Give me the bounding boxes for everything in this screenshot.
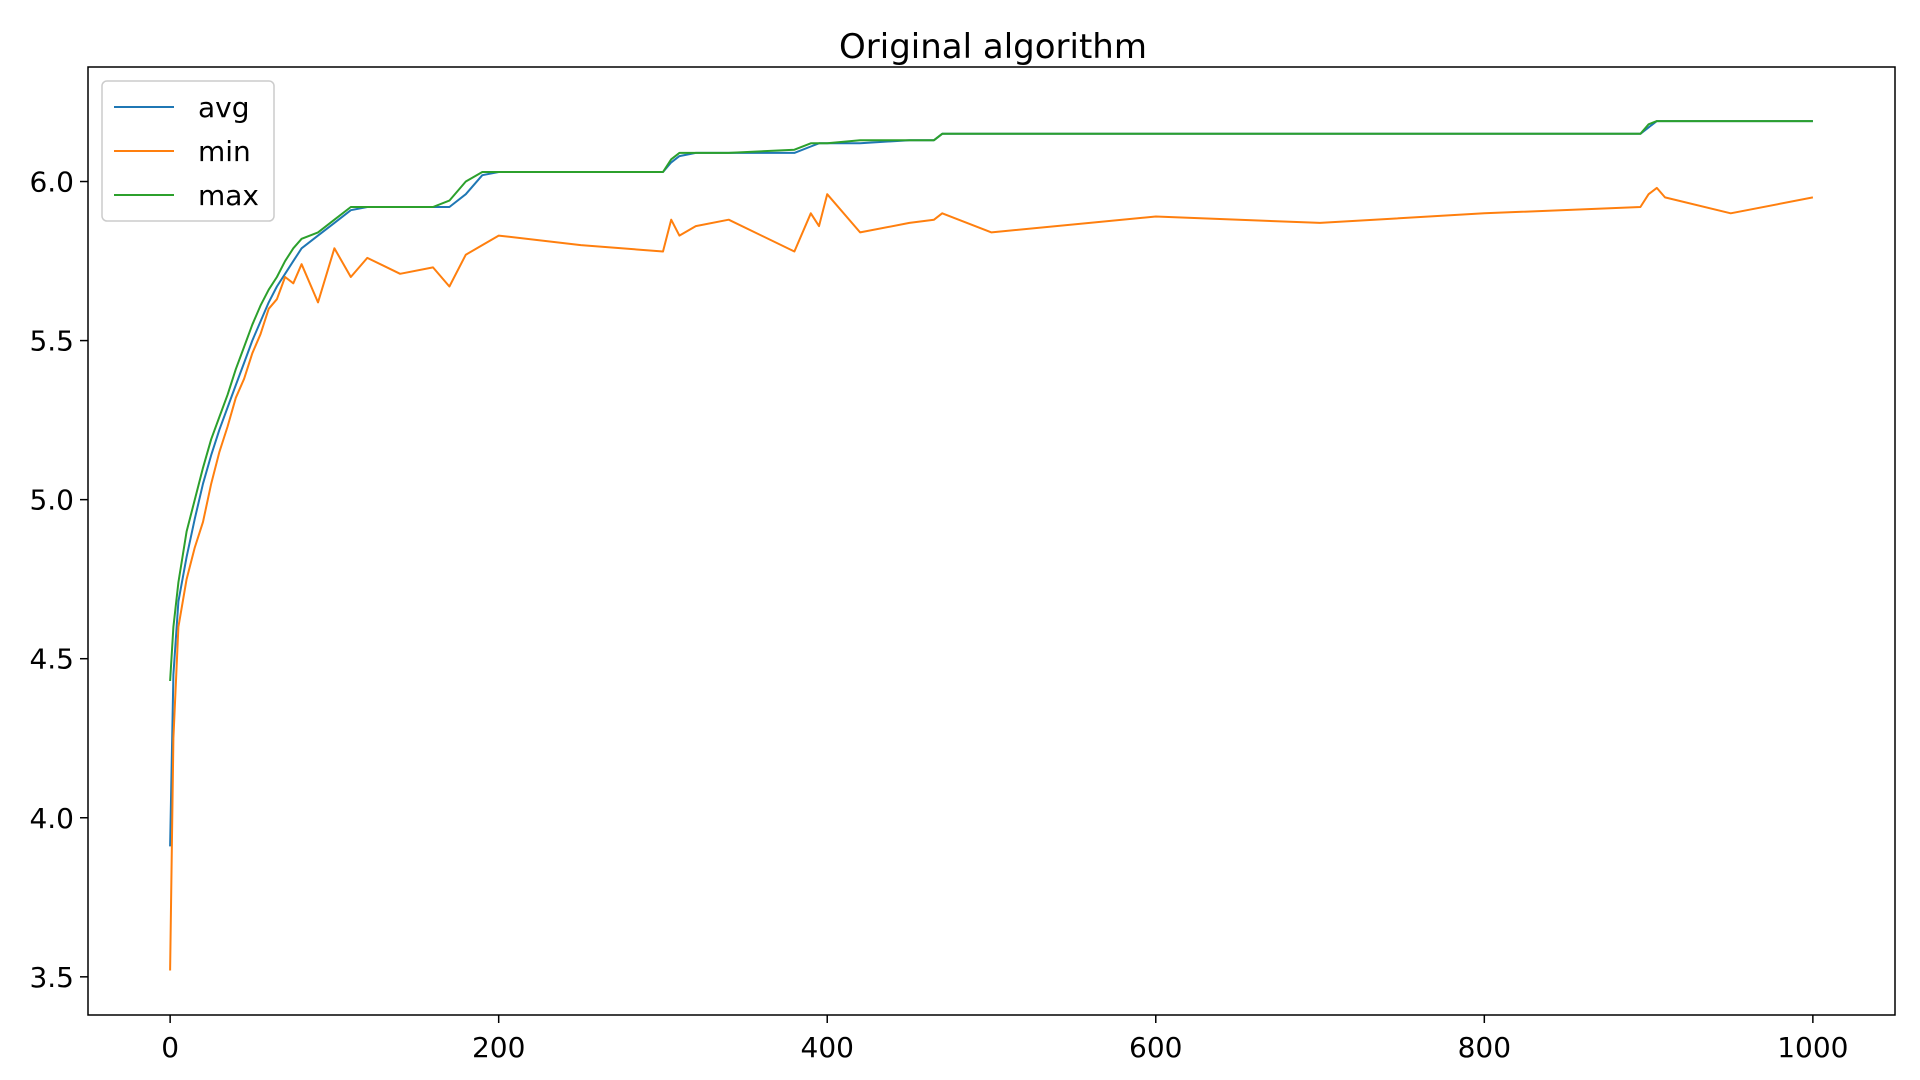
x-axis: 0 200 400 600 800 1000 (161, 1015, 1848, 1064)
x-tick-label: 200 (472, 1031, 525, 1064)
chart-title: Original algorithm (839, 27, 1147, 67)
x-tick-label: 800 (1458, 1031, 1511, 1064)
legend-label-min: min (198, 135, 251, 168)
legend-label-max: max (198, 179, 259, 212)
y-tick-label: 6.0 (29, 166, 74, 199)
x-tick-label: 0 (161, 1031, 179, 1064)
x-tick-label: 400 (801, 1031, 854, 1064)
y-tick-label: 4.0 (29, 802, 74, 835)
x-tick-label: 1000 (1777, 1031, 1848, 1064)
series-line-avg (169, 120, 1813, 847)
x-tick-label: 600 (1129, 1031, 1182, 1064)
plot-frame (87, 66, 1896, 1016)
plot-area (169, 120, 1814, 971)
y-tick-label: 5.0 (29, 484, 74, 517)
y-axis: 3.5 4.0 4.5 5.0 5.5 6.0 (29, 166, 88, 994)
series-line-max (169, 120, 1813, 682)
y-tick-label: 3.5 (29, 961, 74, 994)
legend-box (101, 80, 275, 222)
y-tick-label: 5.5 (29, 325, 74, 358)
legend: avg min max (101, 80, 275, 222)
series-line-min (169, 186, 1814, 971)
y-tick-label: 4.5 (29, 643, 74, 676)
legend-label-avg: avg (198, 91, 250, 124)
